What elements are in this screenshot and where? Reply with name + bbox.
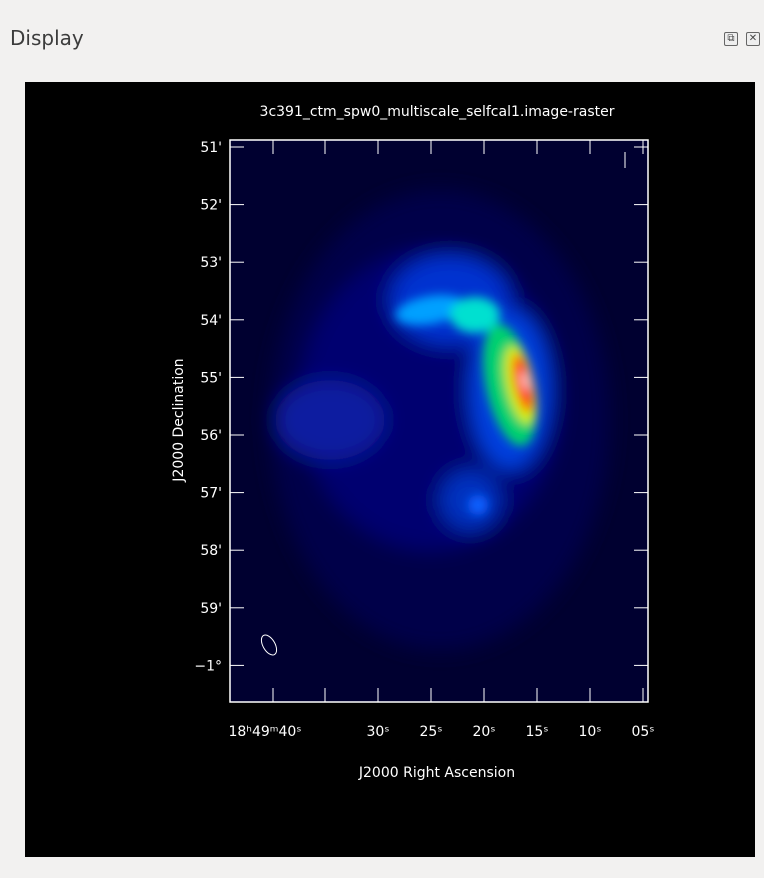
raster-image — [230, 140, 648, 702]
y-tick-label: 58' — [200, 543, 222, 559]
x-tick-label: 20ˢ — [472, 724, 495, 740]
display-canvas: 3c391_ctm_spw0_multiscale_selfcal1.image… — [25, 82, 755, 857]
plot-frame — [229, 139, 649, 703]
y-tick-label: 54' — [200, 313, 222, 329]
beam-ellipse — [260, 634, 278, 656]
x-tick-label: 30ˢ — [366, 724, 389, 740]
y-tick-label: 55' — [200, 370, 222, 386]
y-tick-label: 57' — [200, 486, 222, 502]
y-axis-label: J2000 Declination — [171, 358, 187, 482]
panel-title: Display — [10, 26, 84, 50]
y-tick-label: 56' — [200, 428, 222, 444]
y-tick-label: 52' — [200, 198, 222, 214]
float-button[interactable]: ⧉ — [724, 32, 738, 46]
x-axis-label: J2000 Right Ascension — [358, 765, 515, 781]
y-tick-label: −1° — [194, 658, 222, 674]
y-tick-label: 51' — [200, 140, 222, 156]
x-tick-label: 15ˢ — [525, 724, 548, 740]
y-tick-label: 59' — [200, 601, 222, 617]
x-tick-label: 18ʰ49ᵐ40ˢ — [228, 724, 301, 740]
x-tick-label: 10ˢ — [578, 724, 601, 740]
y-tick-label: 53' — [200, 255, 222, 271]
x-tick-label: 05ˢ — [631, 724, 654, 740]
image-title: 3c391_ctm_spw0_multiscale_selfcal1.image… — [260, 104, 615, 120]
close-button[interactable]: ✕ — [746, 32, 760, 46]
x-tick-label: 25ˢ — [419, 724, 442, 740]
